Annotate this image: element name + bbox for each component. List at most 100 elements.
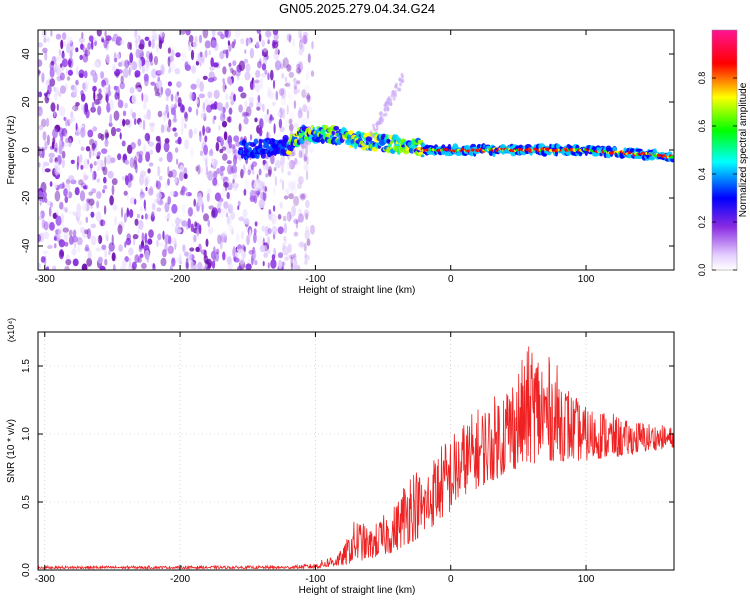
- noise-speckle: [254, 117, 258, 123]
- noise-speckle: [301, 44, 305, 52]
- noise-speckle: [199, 224, 202, 235]
- noise-speckle: [233, 93, 236, 102]
- noise-speckle: [204, 259, 210, 265]
- noise-speckle: [225, 49, 229, 59]
- noise-speckle: [160, 124, 165, 133]
- noise-speckle: [241, 244, 246, 251]
- noise-speckle: [143, 199, 146, 209]
- faint-arc-spot: [387, 97, 391, 102]
- x-tick-label: -300: [35, 274, 55, 285]
- noise-speckle: [59, 106, 66, 117]
- noise-speckle: [108, 250, 111, 256]
- noise-speckle: [157, 110, 163, 118]
- noise-speckle: [59, 201, 64, 210]
- noise-speckle: [55, 86, 59, 97]
- noise-speckle: [262, 159, 267, 165]
- noise-speckle: [124, 159, 130, 165]
- noise-speckle: [49, 202, 54, 208]
- noise-speckle: [224, 85, 227, 90]
- noise-speckle: [128, 67, 131, 76]
- noise-speckle: [207, 77, 215, 83]
- noise-speckle: [83, 174, 89, 181]
- noise-speckle: [230, 91, 234, 101]
- noise-speckle: [83, 70, 88, 79]
- noise-speckle: [38, 234, 42, 243]
- noise-speckle: [216, 168, 221, 175]
- noise-speckle: [119, 81, 126, 90]
- noise-speckle: [88, 191, 93, 196]
- noise-speckle: [106, 54, 110, 64]
- noise-speckle: [180, 117, 185, 127]
- noise-speckle: [287, 170, 292, 176]
- noise-speckle: [157, 69, 163, 75]
- noise-speckle: [127, 41, 131, 50]
- noise-speckle: [296, 59, 300, 67]
- x-tick-label: -200: [170, 274, 190, 285]
- noise-speckle: [49, 221, 55, 231]
- noise-speckle: [299, 193, 305, 200]
- noise-speckle: [281, 179, 285, 191]
- noise-speckle: [279, 126, 285, 132]
- noise-speckle: [119, 132, 122, 140]
- noise-speckle: [41, 148, 45, 159]
- noise-speckle: [72, 229, 77, 238]
- colorbar-tick-label: 0.2: [697, 216, 707, 229]
- noise-speckle: [303, 242, 307, 252]
- noise-speckle: [40, 118, 47, 128]
- noise-speckle: [283, 222, 287, 234]
- noise-speckle: [258, 127, 263, 137]
- noise-speckle: [38, 262, 41, 269]
- noise-speckle: [288, 214, 295, 219]
- noise-speckle: [93, 61, 100, 68]
- noise-speckle: [215, 141, 220, 152]
- noise-speckle: [122, 67, 129, 79]
- noise-speckle: [55, 56, 62, 61]
- noise-speckle: [300, 242, 305, 250]
- noise-speckle: [262, 245, 268, 253]
- noise-speckle: [244, 49, 247, 54]
- noise-speckle: [157, 233, 162, 241]
- noise-speckle: [210, 209, 216, 218]
- noise-speckle: [222, 251, 226, 261]
- noise-speckle: [208, 226, 214, 235]
- noise-speckle: [156, 180, 162, 190]
- noise-speckle: [237, 205, 240, 210]
- noise-speckle: [114, 92, 119, 100]
- noise-speckle: [87, 159, 90, 165]
- noise-speckle: [142, 119, 146, 131]
- noise-speckle: [188, 34, 194, 43]
- noise-speckle: [223, 182, 229, 188]
- noise-speckle: [285, 213, 290, 222]
- noise-speckle: [261, 49, 264, 57]
- noise-speckle: [250, 163, 254, 171]
- noise-speckle: [144, 213, 148, 220]
- noise-speckle: [51, 141, 55, 149]
- noise-speckle: [144, 177, 149, 187]
- noise-speckle: [126, 233, 131, 241]
- noise-speckle: [130, 61, 133, 72]
- noise-speckle: [204, 135, 208, 143]
- noise-speckle: [275, 90, 279, 101]
- noise-speckle: [272, 168, 275, 179]
- noise-speckle: [222, 81, 227, 93]
- noise-speckle: [64, 241, 69, 247]
- noise-speckle: [68, 138, 72, 148]
- noise-speckle: [95, 211, 102, 223]
- noise-speckle: [167, 178, 170, 186]
- noise-speckle: [44, 51, 48, 61]
- noise-speckle: [169, 191, 175, 196]
- noise-speckle: [162, 249, 167, 258]
- noise-speckle: [112, 264, 116, 270]
- noise-speckle: [171, 237, 177, 245]
- noise-speckle: [107, 90, 112, 97]
- noise-speckle: [203, 265, 206, 270]
- noise-speckle: [249, 134, 253, 141]
- noise-speckle: [105, 95, 108, 102]
- noise-speckle: [294, 157, 298, 165]
- noise-speckle: [64, 265, 70, 270]
- noise-speckle: [151, 202, 156, 211]
- noise-speckle: [88, 148, 92, 159]
- noise-speckle: [66, 42, 71, 54]
- noise-speckle: [195, 165, 199, 172]
- noise-speckle: [289, 254, 295, 260]
